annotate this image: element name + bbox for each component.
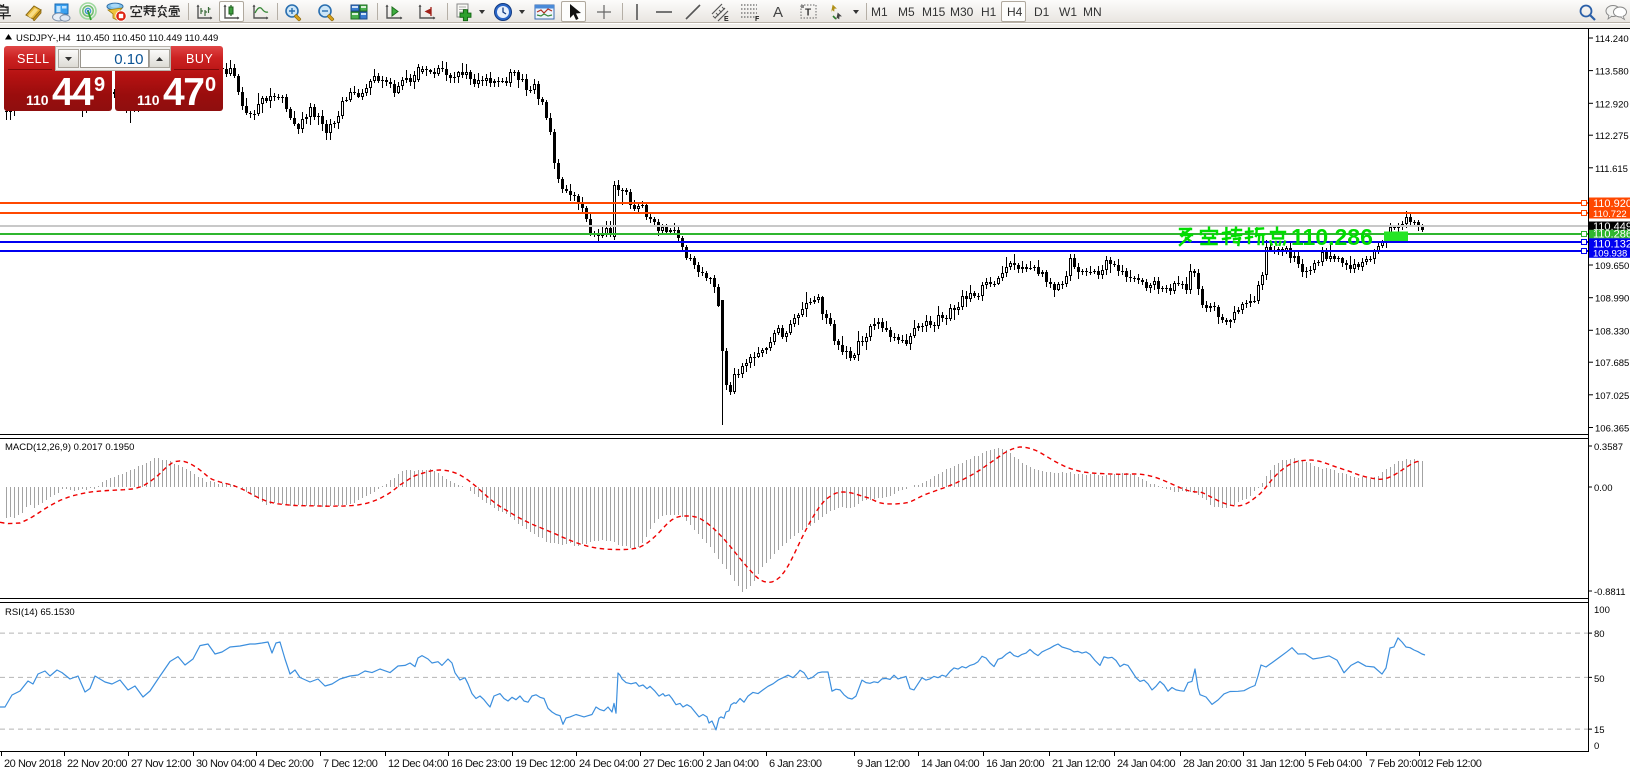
svg-text:5 Feb 04:00: 5 Feb 04:00 — [1308, 758, 1362, 770]
svg-text:21 Jan 12:00: 21 Jan 12:00 — [1052, 758, 1111, 770]
svg-text:0: 0 — [1594, 741, 1599, 752]
svg-text:RSI(14) 65.1530: RSI(14) 65.1530 — [5, 607, 75, 618]
svg-text:7 Dec 12:00: 7 Dec 12:00 — [323, 758, 378, 770]
svg-text:2 Jan 04:00: 2 Jan 04:00 — [706, 758, 759, 770]
svg-text:30 Nov 04:00: 30 Nov 04:00 — [196, 758, 256, 770]
svg-text:6 Jan 23:00: 6 Jan 23:00 — [769, 758, 822, 770]
svg-text:109.650: 109.650 — [1595, 261, 1629, 272]
svg-text:110.920: 110.920 — [1593, 198, 1630, 210]
svg-text:28 Jan 20:00: 28 Jan 20:00 — [1183, 758, 1242, 770]
svg-text:100: 100 — [1594, 605, 1610, 616]
svg-text:50: 50 — [1594, 674, 1605, 685]
svg-text:27 Dec 16:00: 27 Dec 16:00 — [643, 758, 703, 770]
svg-text:109.938: 109.938 — [1593, 249, 1627, 260]
svg-text:0.00: 0.00 — [1594, 483, 1613, 494]
svg-text:110.286: 110.286 — [1593, 229, 1630, 241]
svg-text:-0.8811: -0.8811 — [1594, 587, 1626, 598]
svg-text:113.580: 113.580 — [1595, 67, 1629, 78]
svg-text:112.275: 112.275 — [1595, 131, 1629, 142]
svg-text:E: E — [724, 16, 729, 22]
svg-text:22 Nov 20:00: 22 Nov 20:00 — [67, 758, 127, 770]
svg-text:108.990: 108.990 — [1595, 294, 1629, 305]
svg-text:31 Jan 12:00: 31 Jan 12:00 — [1246, 758, 1305, 770]
svg-text:19 Dec 12:00: 19 Dec 12:00 — [515, 758, 575, 770]
svg-text:T: T — [805, 8, 811, 19]
svg-text:108.330: 108.330 — [1595, 326, 1629, 337]
svg-text:110.286: 110.286 — [1291, 224, 1373, 250]
svg-text:4 Dec 20:00: 4 Dec 20:00 — [259, 758, 314, 770]
svg-text:7 Feb 20:00: 7 Feb 20:00 — [1369, 758, 1423, 770]
svg-text:114.240: 114.240 — [1595, 34, 1629, 45]
svg-text:106.365: 106.365 — [1595, 424, 1629, 435]
svg-text:107.025: 107.025 — [1595, 391, 1629, 402]
svg-text:111.615: 111.615 — [1595, 164, 1628, 175]
svg-text:12 Feb 12:00: 12 Feb 12:00 — [1422, 758, 1482, 770]
svg-text:MACD(12,26,9) 0.2017 0.1950: MACD(12,26,9) 0.2017 0.1950 — [5, 442, 134, 453]
svg-text:F: F — [755, 16, 760, 22]
svg-text:0.3587: 0.3587 — [1594, 442, 1623, 453]
svg-text:16 Dec 23:00: 16 Dec 23:00 — [451, 758, 511, 770]
svg-text:14 Jan 04:00: 14 Jan 04:00 — [921, 758, 980, 770]
svg-text:20 Nov 2018: 20 Nov 2018 — [4, 758, 62, 770]
svg-text:9 Jan 12:00: 9 Jan 12:00 — [857, 758, 910, 770]
svg-text:27 Nov 12:00: 27 Nov 12:00 — [131, 758, 191, 770]
svg-text:107.685: 107.685 — [1595, 358, 1629, 369]
svg-text:USDJPY-,H4 110.450 110.450 11: USDJPY-,H4 110.450 110.450 110.449 110.4… — [16, 33, 218, 44]
svg-text:80: 80 — [1594, 629, 1605, 640]
svg-text:24 Dec 04:00: 24 Dec 04:00 — [579, 758, 639, 770]
svg-text:24 Jan 04:00: 24 Jan 04:00 — [1117, 758, 1176, 770]
svg-text:112.920: 112.920 — [1595, 99, 1629, 110]
svg-text:16 Jan 20:00: 16 Jan 20:00 — [986, 758, 1045, 770]
svg-text:15: 15 — [1594, 725, 1605, 736]
svg-text:12 Dec 04:00: 12 Dec 04:00 — [388, 758, 448, 770]
svg-text:110.722: 110.722 — [1593, 209, 1627, 220]
svg-text:110.132: 110.132 — [1593, 239, 1630, 251]
